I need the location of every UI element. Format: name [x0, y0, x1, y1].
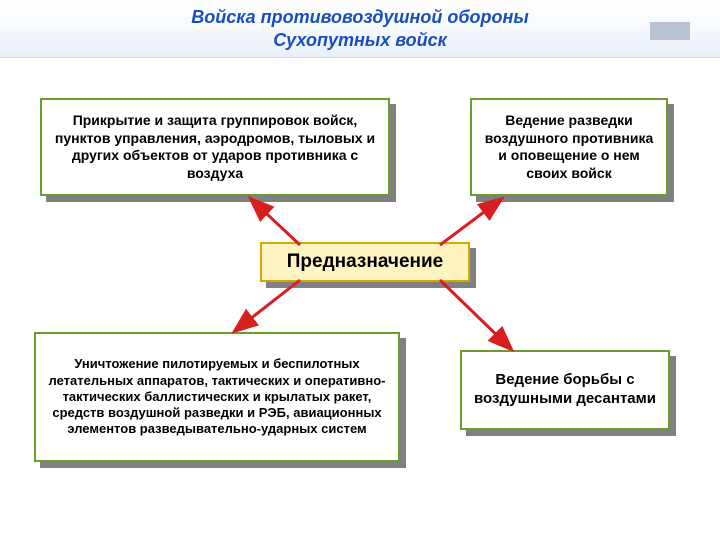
box-top-right-text: Ведение разведки воздушного противника и… — [482, 112, 656, 182]
box-bottom-right-text: Ведение борьбы с воздушными десантами — [472, 371, 658, 409]
title-line1: Войска противовоздушной обороны — [191, 7, 529, 27]
box-top-right: Ведение разведки воздушного противника и… — [470, 98, 668, 196]
box-top-left: Прикрытие и защита группировок войск, пу… — [40, 98, 390, 196]
box-center: Предназначение — [260, 242, 470, 282]
box-top-left-text: Прикрытие и защита группировок войск, пу… — [52, 112, 378, 182]
box-bottom-left-text: Уничтожение пилотируемых и беспилотных л… — [46, 356, 388, 437]
box-bottom-right: Ведение борьбы с воздушными десантами — [460, 350, 670, 430]
box-bottom-left: Уничтожение пилотируемых и беспилотных л… — [34, 332, 400, 462]
box-center-text: Предназначение — [287, 250, 444, 274]
page-title: Войска противовоздушной обороны Сухопутн… — [0, 6, 720, 53]
title-line2: Сухопутных войск — [273, 30, 447, 50]
